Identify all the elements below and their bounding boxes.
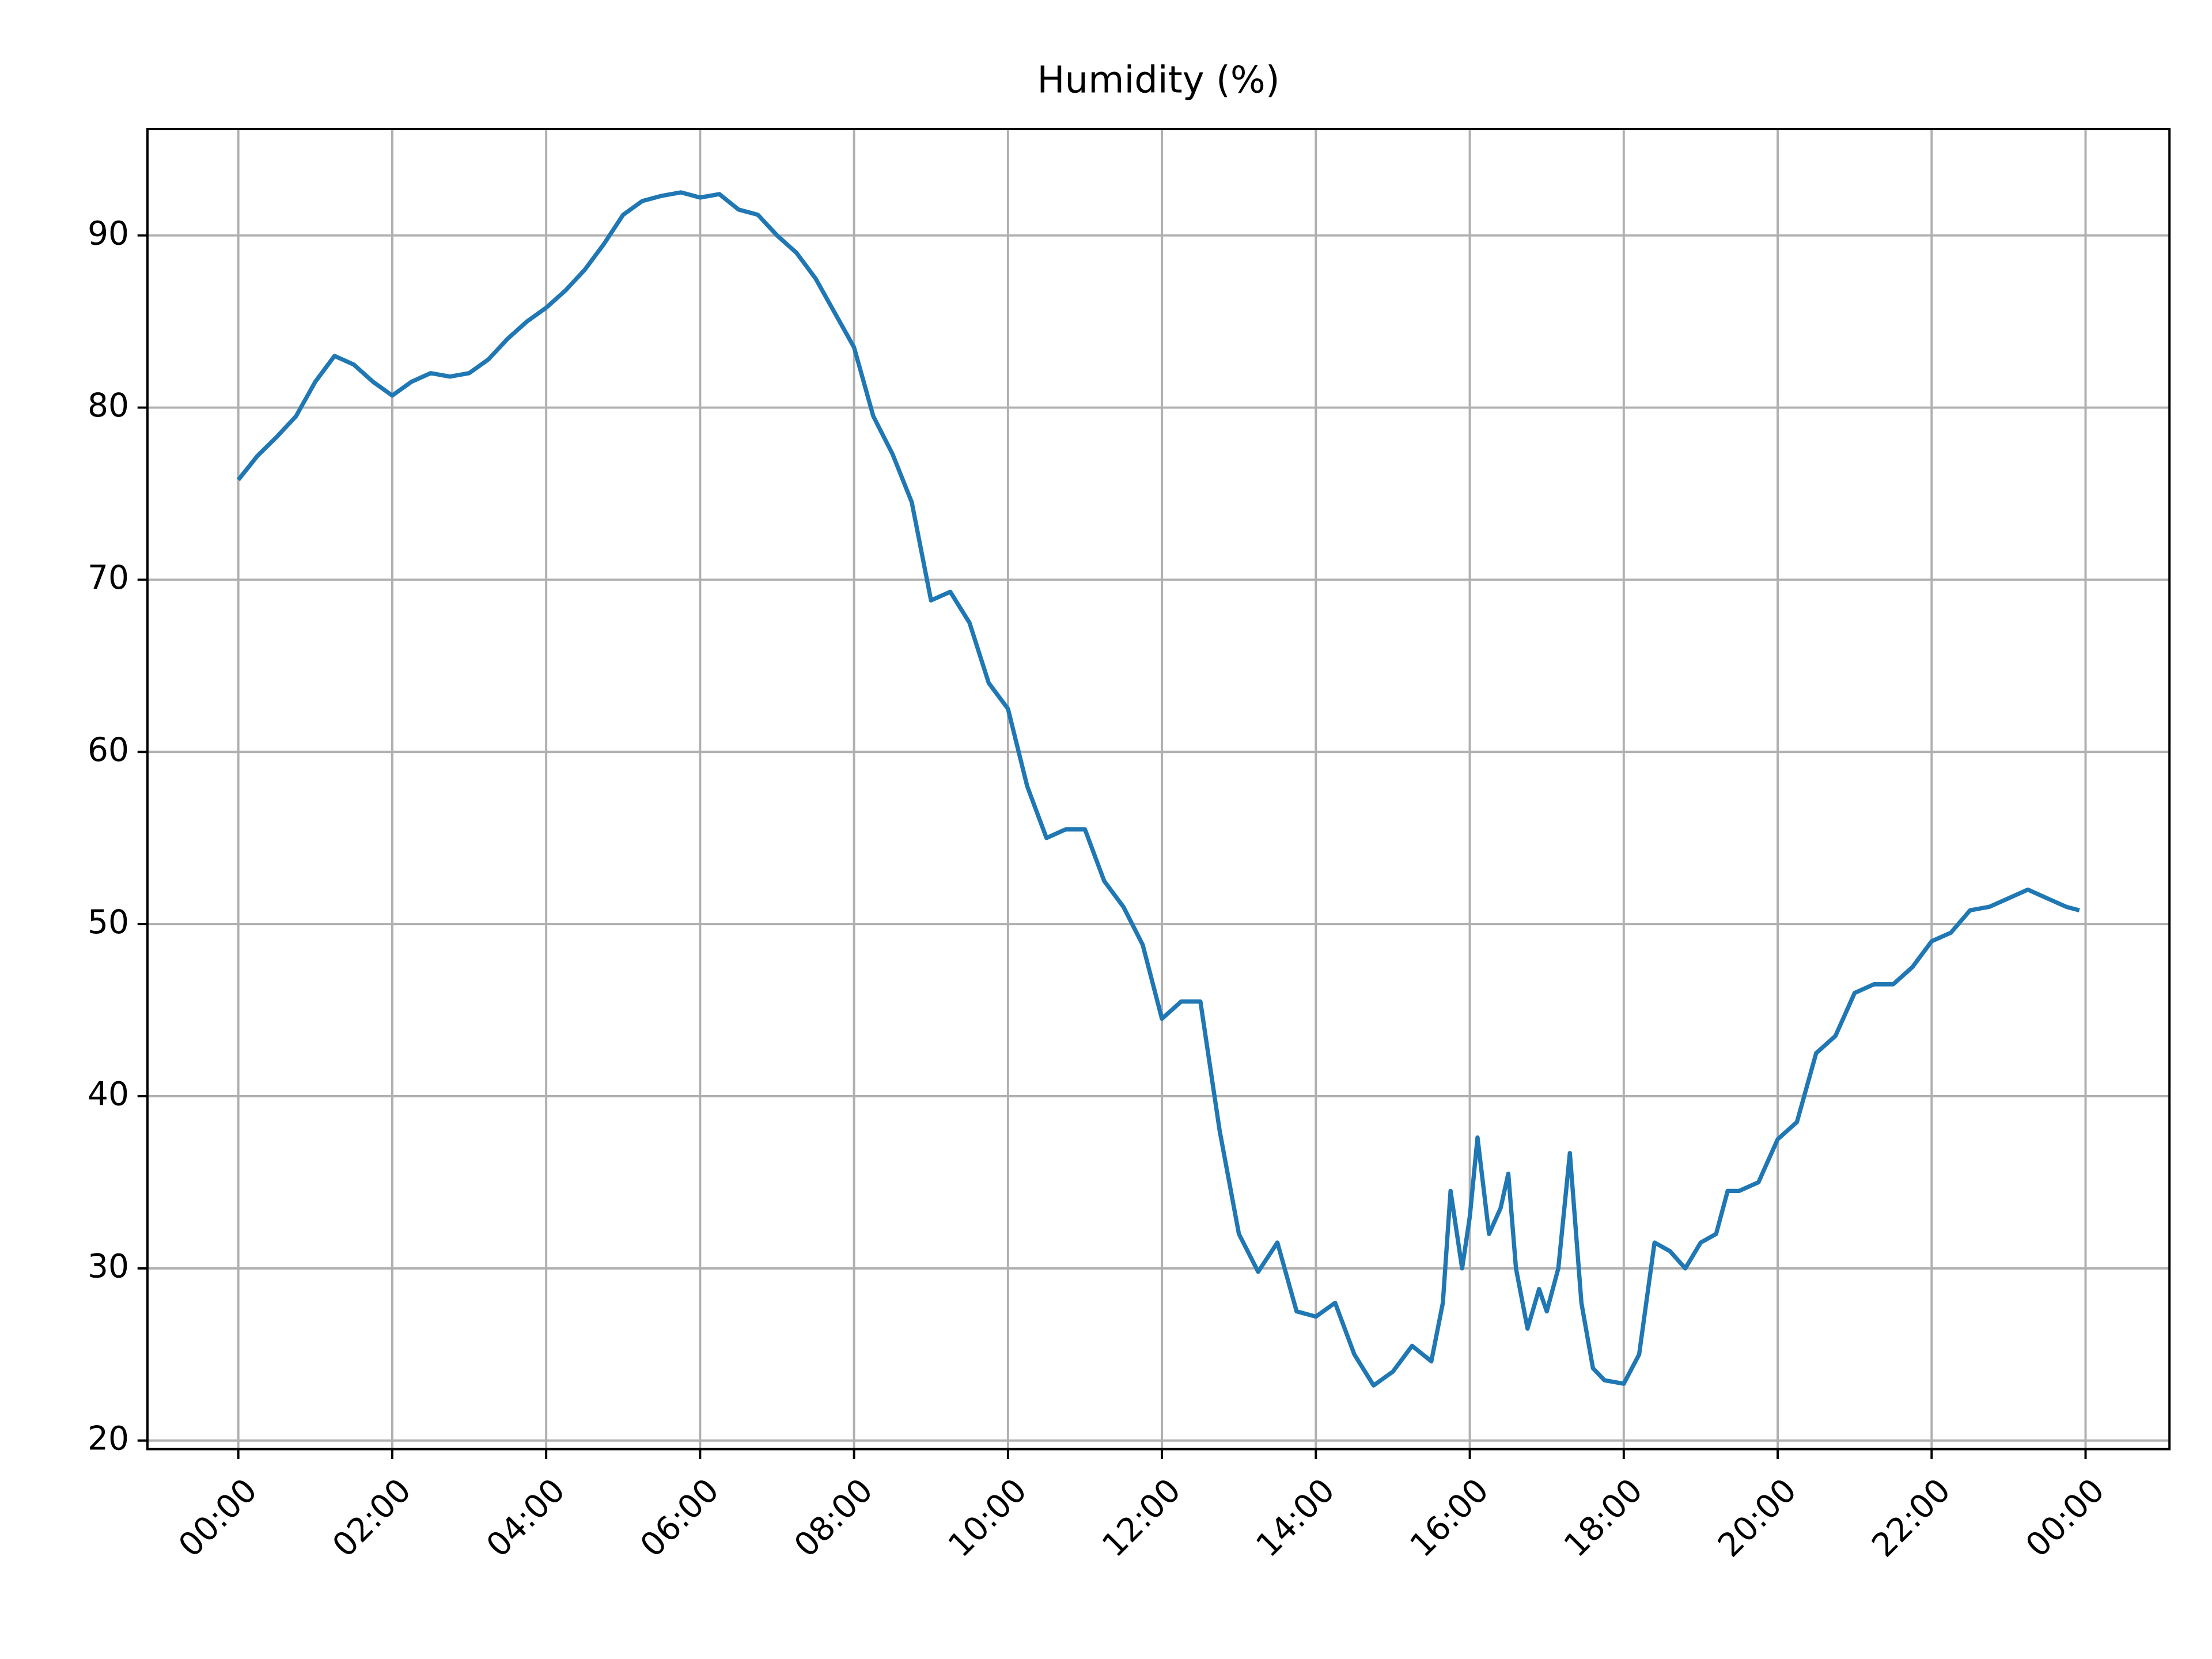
x-tick-label: 18:00 (1556, 1471, 1650, 1565)
x-tick-label: 10:00 (941, 1471, 1034, 1565)
plot-frame (146, 128, 2171, 1450)
y-tick-label: 50 (88, 903, 129, 941)
y-tick-label: 30 (88, 1248, 129, 1286)
y-tick-label: 90 (88, 214, 129, 252)
x-tick-label: 12:00 (1095, 1471, 1188, 1565)
x-tick-label: 08:00 (787, 1471, 880, 1565)
x-tick-label: 00:00 (171, 1471, 264, 1565)
y-tick-label: 20 (88, 1419, 129, 1457)
x-tick-label: 04:00 (479, 1471, 573, 1565)
x-tick-label: 00:00 (2018, 1471, 2112, 1565)
chart-title: Humidity (%) (1037, 59, 1279, 101)
y-tick-label: 80 (88, 387, 129, 425)
x-tick-label: 20:00 (1711, 1471, 1804, 1565)
y-tick-label: 40 (88, 1075, 129, 1113)
x-tick-label: 14:00 (1249, 1471, 1342, 1565)
x-tick-label: 22:00 (1865, 1471, 1958, 1565)
line (236, 190, 2080, 1388)
y-tick-label: 60 (88, 731, 129, 769)
y-tick-label: 70 (88, 559, 129, 597)
x-tick-label: 16:00 (1403, 1471, 1496, 1565)
x-tick-label: 02:00 (325, 1471, 418, 1565)
x-tick-label: 06:00 (633, 1471, 726, 1565)
